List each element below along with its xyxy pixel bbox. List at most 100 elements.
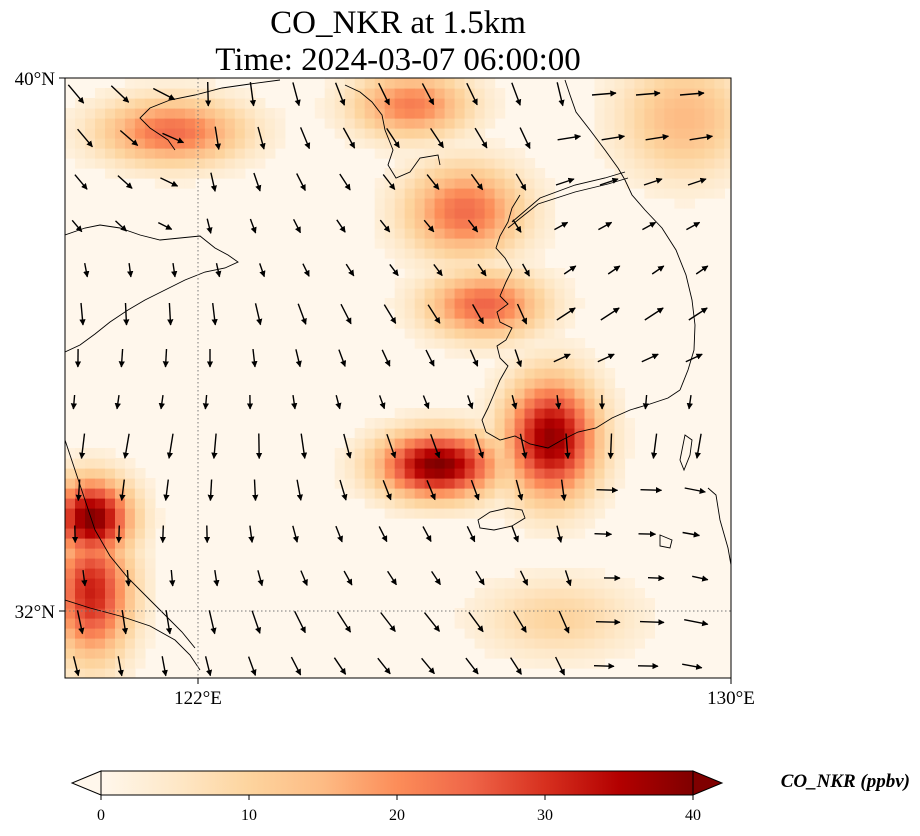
heat-cell [384,118,396,129]
heat-cell [574,438,586,449]
wind-arrow [121,609,129,635]
heat-cell [514,428,526,439]
heat-cell [504,228,516,239]
wind-arrow [607,433,614,460]
heat-cell [434,428,446,439]
heat-cell [544,388,556,399]
heat-cell [264,118,276,129]
heat-cell [514,268,526,279]
heat-cell [694,148,705,159]
wind-arrow [122,433,130,459]
heat-cell [564,608,576,619]
heat-cell [414,468,426,479]
heat-cell [404,288,416,299]
heat-cell [144,568,156,579]
coastline-korea-east [617,167,696,391]
heat-cell [414,108,426,119]
wind-arrow [381,349,391,367]
heat-cell [504,308,516,319]
heat-cell [594,588,606,599]
wind-arrow [679,90,705,97]
heat-cell [414,308,426,319]
heat-cell [494,358,506,369]
heat-cell [454,288,466,299]
heat-cell [105,588,116,599]
heat-cell [464,498,476,509]
heat-cell [124,168,136,179]
heat-cell [474,148,486,159]
heat-cell [464,318,476,329]
heat-cell [604,128,616,139]
heat-cell [624,118,635,129]
heat-cell [614,398,626,409]
heat-cell [624,418,635,429]
wind-arrow [474,433,485,459]
heat-cell [464,288,476,299]
wind-arrow [477,263,487,277]
heat-cell [544,418,556,429]
heat-cell [594,488,606,499]
heat-cell [464,618,476,629]
heat-cell [524,378,536,389]
wind-arrow [334,82,346,106]
heat-cell [484,238,496,249]
heat-cell [144,528,156,539]
heat-cell [584,588,596,599]
heat-cell [544,328,556,339]
heat-cell [704,168,715,179]
heat-cell [624,78,635,89]
heat-cell [524,298,536,309]
heat-cell [144,498,156,509]
heat-cell [614,448,626,459]
wind-arrow [467,395,474,410]
heat-cell [374,488,386,499]
heat-cell [134,658,146,669]
heat-cell [614,388,626,399]
heat-cell [334,448,346,459]
heat-cell [514,328,526,339]
heat-cell [424,138,436,149]
heat-cell [544,348,556,359]
wind-arrow [386,433,397,459]
wind-arrow [686,221,701,231]
wind-arrow [607,265,621,275]
heat-cell [634,128,645,139]
heat-cell [554,298,566,309]
heat-cell [634,628,645,639]
heat-cell [95,108,106,119]
heat-cell [454,78,466,89]
wind-arrow [389,263,399,277]
heat-cell [384,168,396,179]
map-panel [65,78,731,678]
heat-cell [105,448,116,459]
wind-arrow [335,525,343,543]
heat-cell [564,298,576,309]
heat-cell [724,168,731,179]
heat-cell [354,118,366,129]
heat-cell [544,198,556,209]
heat-cell [484,428,496,439]
heat-cell [574,658,586,669]
heat-cell [524,278,536,289]
wind-arrow [345,263,355,277]
heat-cell [494,418,506,429]
heat-cell [105,598,116,609]
heat-cell [474,108,486,119]
heat-cell [544,658,556,669]
heat-cell [504,408,516,419]
heat-cell [504,608,516,619]
heat-cell [164,168,176,179]
heat-cell [524,418,536,429]
heat-cell [224,108,236,119]
heat-cell [574,428,586,439]
heat-cell [664,88,675,99]
heat-cell [214,98,226,109]
heat-cell [115,588,126,599]
heat-cell [144,548,156,559]
heat-cell [554,518,566,529]
heat-cell [634,98,645,109]
heat-cell [85,558,96,569]
heat-cell [604,388,616,399]
heat-cell [564,368,576,379]
heat-cell [444,508,456,519]
